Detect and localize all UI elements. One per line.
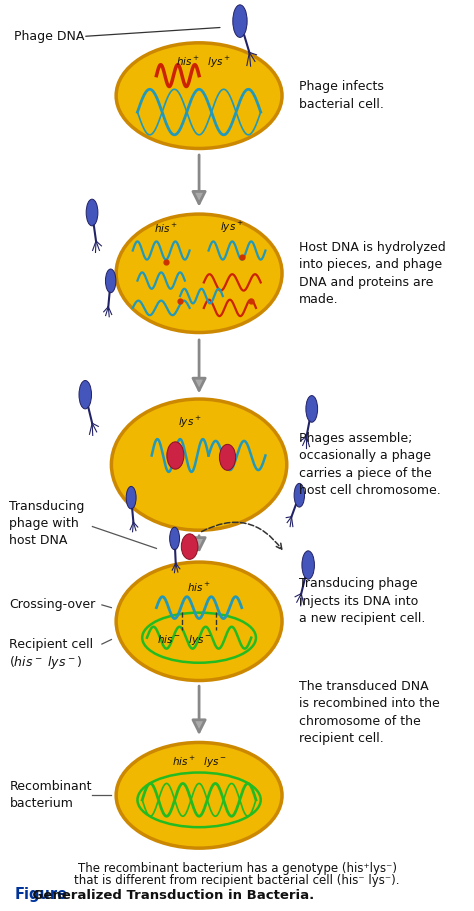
Text: Figure: Figure — [14, 887, 67, 902]
Text: Phage DNA: Phage DNA — [14, 30, 84, 43]
Text: The recombinant bacterium has a genotype (his⁺lys⁻): The recombinant bacterium has a genotype… — [78, 862, 396, 875]
Text: $\it{his}^-$  $\it{lys}^-$: $\it{his}^-$ $\it{lys}^-$ — [157, 632, 212, 647]
Ellipse shape — [181, 534, 198, 559]
Text: Phage infects
bacterial cell.: Phage infects bacterial cell. — [299, 80, 383, 111]
Ellipse shape — [170, 527, 180, 549]
Text: Transducing phage
injects its DNA into
a new recipient cell.: Transducing phage injects its DNA into a… — [299, 578, 425, 625]
Ellipse shape — [86, 200, 98, 226]
Ellipse shape — [105, 269, 116, 292]
Text: Generalized Transduction in Bacteria.: Generalized Transduction in Bacteria. — [14, 889, 314, 902]
FancyArrowPatch shape — [193, 536, 205, 550]
Text: that is different from recipient bacterial cell (his⁻ lys⁻).: that is different from recipient bacteri… — [74, 875, 400, 887]
FancyArrowPatch shape — [193, 340, 205, 391]
Text: Recipient cell: Recipient cell — [9, 638, 93, 650]
Text: $\it{his}^+$  $\it{lys}^-$: $\it{his}^+$ $\it{lys}^-$ — [172, 754, 227, 770]
Ellipse shape — [233, 5, 247, 37]
Ellipse shape — [302, 551, 314, 579]
Text: The transduced DNA
is recombined into the
chromosome of the
recipient cell.: The transduced DNA is recombined into th… — [299, 680, 439, 745]
Ellipse shape — [116, 214, 282, 333]
Text: $\it{his}^+$  $\it{lys}^+$: $\it{his}^+$ $\it{lys}^+$ — [176, 55, 231, 70]
Text: ($\it{his}^-$ $\it{lys}^-$): ($\it{his}^-$ $\it{lys}^-$) — [9, 654, 83, 670]
Text: Host DNA is hydrolyzed
into pieces, and phage
DNA and proteins are
made.: Host DNA is hydrolyzed into pieces, and … — [299, 241, 446, 306]
Text: Crossing-over: Crossing-over — [9, 599, 96, 611]
FancyArrowPatch shape — [193, 686, 205, 732]
Ellipse shape — [111, 399, 287, 530]
Text: $\it{lys}^+$: $\it{lys}^+$ — [178, 415, 201, 430]
Ellipse shape — [126, 486, 136, 509]
FancyArrowPatch shape — [193, 155, 205, 204]
Ellipse shape — [116, 742, 282, 848]
Text: Transducing
phage with
host DNA: Transducing phage with host DNA — [9, 500, 85, 548]
Text: $\it{lys}^+$: $\it{lys}^+$ — [220, 220, 244, 235]
Text: Recombinant
bacterium: Recombinant bacterium — [9, 781, 92, 810]
Text: $\it{his}^+$: $\it{his}^+$ — [187, 581, 211, 594]
Text: $\it{his}^+$: $\it{his}^+$ — [154, 222, 178, 235]
Ellipse shape — [167, 442, 184, 469]
Text: Phages assemble;
occasionally a phage
carries a piece of the
host cell chromosom: Phages assemble; occasionally a phage ca… — [299, 432, 440, 497]
Ellipse shape — [294, 484, 304, 507]
Ellipse shape — [79, 381, 91, 409]
Ellipse shape — [116, 43, 282, 148]
Ellipse shape — [116, 562, 282, 681]
Ellipse shape — [219, 445, 236, 470]
Ellipse shape — [306, 395, 318, 422]
